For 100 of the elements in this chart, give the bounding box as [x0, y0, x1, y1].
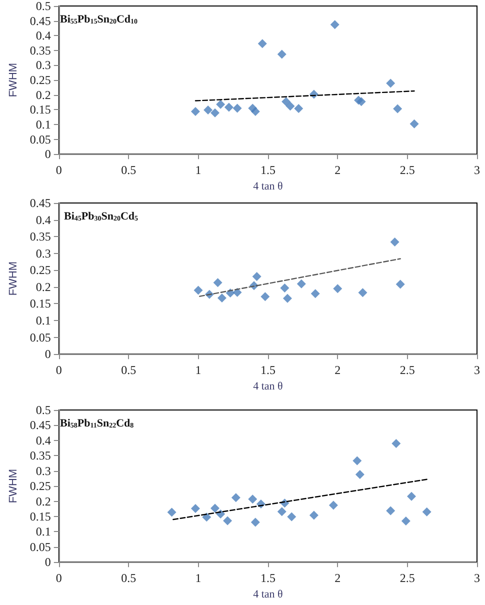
x-tick-label: 2.5	[400, 163, 415, 178]
point	[333, 284, 342, 294]
y-tick-label: 0	[44, 147, 51, 162]
point	[407, 492, 416, 501]
y-tick-label: 0.5	[36, 0, 51, 13]
x-tick-label: 0.5	[121, 163, 136, 178]
y-tick-label: 0.45	[30, 14, 51, 28]
x-tick-label: 0	[56, 163, 62, 178]
point	[232, 104, 242, 113]
y-tick-label: 0.15	[30, 296, 51, 311]
y-tick-label: 0.05	[30, 330, 51, 344]
y-tick-label: 0.2	[36, 494, 51, 508]
y-tick-label: 0.2	[36, 280, 51, 294]
y-axis-title: FWHM	[8, 62, 20, 98]
point	[401, 516, 410, 526]
point	[194, 286, 203, 295]
y-tick-label: 0.45	[30, 418, 51, 432]
x-axis-title: 4 tan θ	[253, 588, 283, 600]
y-tick-label: 0.15	[30, 509, 51, 524]
x-tick-label: 0.5	[121, 571, 136, 586]
x-tick-label: 1.5	[260, 571, 276, 586]
y-tick-label: 0.3	[36, 464, 51, 478]
x-tick-label: 3	[474, 571, 480, 586]
point	[296, 279, 306, 288]
x-tick-label: 0	[56, 363, 62, 378]
y-tick-label: 0.35	[30, 230, 51, 244]
x-tick-label: 1	[195, 363, 202, 378]
y-tick-label: 0.15	[30, 102, 51, 117]
point	[210, 108, 220, 118]
x-tick-label: 1.5	[260, 163, 276, 178]
y-tick-label: 0.4	[36, 433, 51, 448]
point	[210, 504, 220, 513]
point	[224, 102, 234, 112]
point	[310, 289, 320, 298]
point	[231, 493, 240, 502]
point	[248, 494, 258, 504]
point	[392, 438, 401, 448]
x-tick-label: 3	[474, 163, 480, 178]
y-tick-label: 0.05	[30, 132, 51, 146]
point	[216, 100, 226, 109]
y-tick-label: 0.35	[30, 448, 51, 463]
y-tick-label: 0.05	[30, 540, 51, 554]
point	[280, 283, 290, 292]
y-tick-label: 0.4	[36, 212, 51, 227]
point	[358, 288, 368, 298]
point	[422, 507, 432, 516]
point	[204, 105, 213, 114]
y-tick-label: 0.1	[36, 314, 51, 328]
y-tick-label: 0.2	[36, 88, 51, 102]
point	[393, 104, 402, 114]
point	[167, 508, 176, 517]
point	[286, 102, 295, 111]
point	[190, 106, 200, 116]
point	[396, 280, 405, 289]
point	[213, 278, 222, 288]
y-tick-label: 0	[44, 555, 51, 570]
y-tick-label: 0.25	[30, 263, 51, 278]
y-tick-label: 0.45	[30, 196, 51, 210]
y-tick-label: 0.4	[36, 28, 51, 43]
point	[250, 106, 260, 116]
x-tick-label: 1	[195, 163, 202, 178]
x-axis-title: 4 tan θ	[253, 180, 283, 192]
y-axis-title: FWHM	[8, 468, 20, 504]
x-tick-label: 2	[334, 571, 341, 586]
y-axis-title: FWHM	[8, 261, 20, 296]
x-tick-label: 2	[334, 163, 341, 178]
point	[294, 104, 304, 113]
point	[282, 97, 291, 106]
y-tick-label: 0.25	[30, 73, 51, 88]
point	[217, 294, 226, 303]
point	[277, 507, 286, 516]
point	[287, 512, 296, 522]
x-tick-label: 2.5	[400, 571, 415, 586]
point	[223, 516, 232, 526]
y-tick-label: 0.3	[36, 246, 51, 260]
y-tick-label: 0.5	[36, 403, 51, 417]
x-tick-label: 0	[56, 571, 62, 586]
point	[190, 504, 200, 514]
point	[390, 237, 400, 246]
point	[250, 518, 260, 527]
point	[216, 510, 226, 519]
point	[202, 512, 212, 522]
point	[258, 39, 267, 48]
point	[355, 470, 364, 479]
point	[309, 510, 318, 520]
x-tick-label: 0.5	[121, 363, 136, 378]
point	[410, 119, 419, 128]
y-tick-label: 0.35	[30, 43, 51, 58]
point	[328, 500, 338, 510]
point	[352, 456, 362, 466]
x-tick-label: 2.5	[400, 363, 415, 378]
x-axis-title: 4 tan θ	[253, 380, 283, 392]
x-tick-label: 1.5	[260, 363, 276, 378]
y-tick-label: 0.1	[36, 117, 51, 132]
x-tick-label: 1	[195, 571, 202, 586]
y-tick-label: 0.3	[36, 58, 51, 72]
point	[386, 506, 396, 516]
x-tick-label: 3	[474, 363, 480, 378]
y-tick-label: 0	[44, 347, 51, 362]
point	[232, 288, 242, 297]
